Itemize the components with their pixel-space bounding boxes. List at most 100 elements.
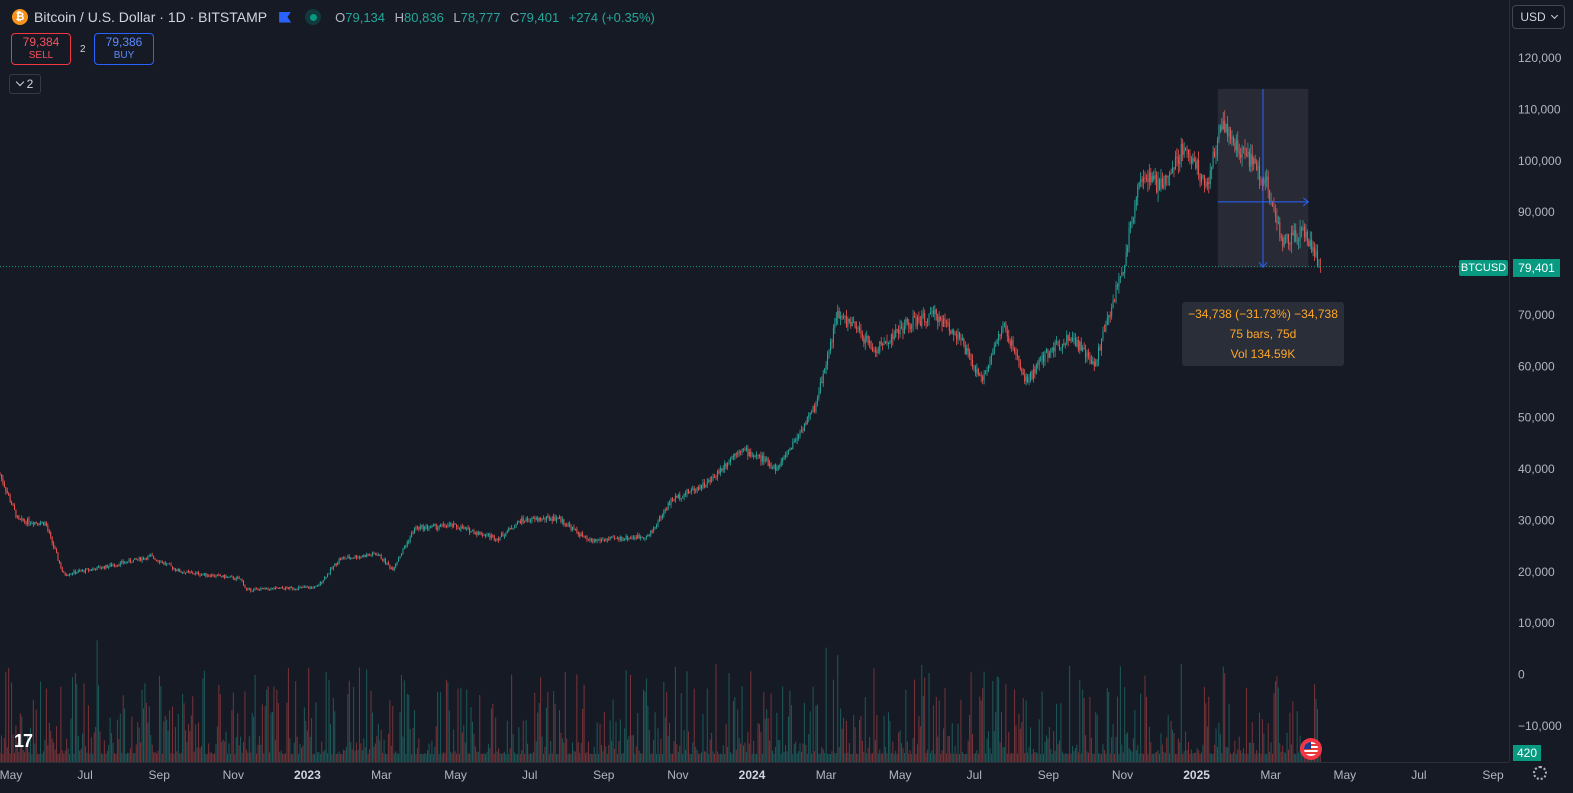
settings-gear-icon[interactable] bbox=[1533, 766, 1547, 780]
volume-bar bbox=[1173, 733, 1175, 762]
candle-body bbox=[427, 525, 429, 529]
volume-bar bbox=[458, 753, 460, 762]
candle-body bbox=[860, 330, 862, 335]
sell-button[interactable]: 79,384 SELL bbox=[11, 33, 71, 65]
candle-body bbox=[51, 536, 53, 543]
volume-bar bbox=[173, 753, 175, 762]
volume-bar bbox=[745, 752, 747, 762]
volume-bar bbox=[1043, 753, 1045, 762]
volume-bar bbox=[901, 743, 903, 762]
candle-body bbox=[408, 541, 410, 543]
volume-bar bbox=[635, 746, 637, 762]
price-axis-label: 40,000 bbox=[1518, 462, 1555, 476]
volume-bar bbox=[311, 718, 313, 762]
tradingview-logo[interactable]: 17 bbox=[14, 731, 33, 751]
volume-bar bbox=[1073, 750, 1075, 762]
candle-body bbox=[205, 572, 207, 576]
volume-bar bbox=[393, 753, 395, 762]
volume-bar bbox=[661, 753, 663, 762]
candle-body bbox=[309, 587, 311, 589]
volume-bar bbox=[45, 688, 47, 762]
candle-body bbox=[1261, 181, 1263, 184]
candle-body bbox=[902, 327, 904, 334]
buy-button[interactable]: 79,386 BUY bbox=[94, 33, 154, 65]
candle-body bbox=[85, 568, 87, 573]
candle-body bbox=[677, 494, 679, 498]
candle-body bbox=[637, 535, 639, 539]
time-axis[interactable]: May Jul Sep Nov 2023 Mar May Jul Sep Nov 2024 Mar Ma… bbox=[0, 768, 1504, 782]
candle-body bbox=[632, 537, 634, 539]
volume-bar bbox=[532, 751, 534, 762]
candle-body bbox=[216, 574, 218, 576]
candle-body bbox=[76, 572, 78, 574]
indicators-toggle-button[interactable]: 2 bbox=[9, 74, 41, 94]
candle-body bbox=[853, 321, 855, 323]
candle-body bbox=[1248, 151, 1250, 167]
candle-body bbox=[953, 330, 955, 336]
volume-bar bbox=[257, 744, 259, 762]
flag-icon[interactable] bbox=[279, 11, 292, 23]
candle-body bbox=[140, 557, 142, 561]
candle-body bbox=[709, 480, 711, 482]
candle-body bbox=[1253, 158, 1255, 165]
candle-body bbox=[1202, 175, 1204, 177]
candle-body bbox=[114, 565, 116, 567]
candle-body bbox=[1037, 364, 1039, 366]
volume-bar bbox=[1034, 752, 1036, 762]
volume-bar bbox=[22, 749, 24, 762]
candle-body bbox=[612, 536, 614, 538]
volume-bar bbox=[340, 753, 342, 762]
candle-body bbox=[758, 455, 760, 457]
candle-body bbox=[232, 576, 234, 580]
candle-body bbox=[573, 527, 575, 530]
candle-body bbox=[1301, 227, 1303, 230]
volume-bar bbox=[1298, 752, 1300, 762]
price-axis-label: 10,000 bbox=[1518, 616, 1555, 630]
measure-tool[interactable] bbox=[1217, 88, 1310, 269]
candle-body bbox=[142, 558, 144, 560]
price-axis[interactable]: 120,000110,000100,00090,00080,00070,0006… bbox=[1518, 51, 1562, 733]
candle-body bbox=[416, 526, 418, 529]
volume-bar bbox=[583, 684, 585, 762]
candle-body bbox=[940, 317, 942, 321]
candle-body bbox=[598, 539, 600, 541]
candle-body bbox=[1006, 331, 1008, 337]
volume-bar bbox=[758, 724, 760, 762]
volume-bar bbox=[835, 753, 837, 762]
candle-body bbox=[516, 521, 518, 525]
candle-body bbox=[1027, 376, 1029, 382]
candle-body bbox=[563, 519, 565, 525]
volume-bar bbox=[306, 730, 308, 762]
volume-bar bbox=[443, 752, 445, 762]
us-economic-event-icon[interactable] bbox=[1300, 738, 1322, 760]
candle-body bbox=[880, 341, 882, 345]
market-status-icon[interactable] bbox=[305, 9, 322, 25]
symbol-title[interactable]: Bitcoin / U.S. Dollar · 1D · BITSTAMP bbox=[34, 9, 268, 25]
candle-body bbox=[1193, 158, 1195, 162]
volume-bar bbox=[363, 738, 365, 762]
volume-bar bbox=[1227, 747, 1229, 762]
candle-body bbox=[1096, 360, 1098, 362]
volume-bar bbox=[258, 736, 260, 762]
volume-bar bbox=[828, 753, 830, 762]
candle-body bbox=[476, 532, 478, 535]
candle-body bbox=[814, 405, 816, 412]
volume-bar bbox=[783, 751, 785, 762]
volume-bar bbox=[956, 753, 958, 762]
candle-body bbox=[421, 525, 423, 527]
candle-body bbox=[751, 455, 753, 457]
volume-bar bbox=[447, 682, 449, 762]
candle-body bbox=[905, 318, 907, 326]
volume-bar bbox=[354, 750, 356, 762]
volume-bar bbox=[295, 681, 297, 762]
price-axis-label: 70,000 bbox=[1518, 308, 1555, 322]
currency-select[interactable]: USD bbox=[1512, 5, 1565, 29]
volume-bar bbox=[69, 753, 71, 762]
volume-bar bbox=[135, 744, 137, 762]
volume-bar bbox=[466, 689, 468, 762]
candle-body bbox=[447, 525, 449, 528]
candle-body bbox=[1122, 272, 1124, 274]
volume-bar bbox=[593, 746, 595, 762]
candle-body bbox=[1072, 337, 1074, 342]
